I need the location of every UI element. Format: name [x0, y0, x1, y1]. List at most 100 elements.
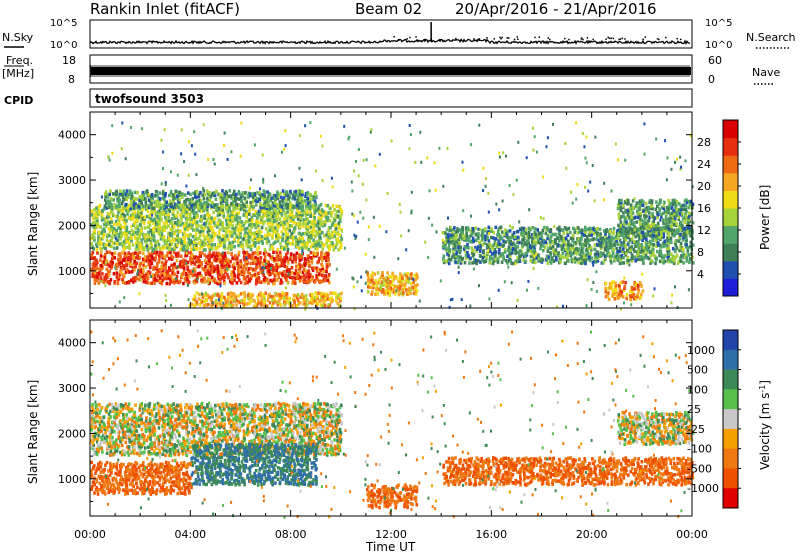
near-range-afternoon-cell — [389, 290, 392, 294]
evening-band-cell — [634, 259, 637, 263]
upper-band-cell — [202, 196, 206, 201]
mid-band-cell — [175, 237, 179, 241]
mid-band-cell — [174, 243, 178, 247]
evening-band-cell — [580, 261, 583, 265]
low-range-band-cell — [251, 254, 254, 259]
mid-band-cell — [128, 241, 131, 246]
evening-band-cell — [545, 254, 549, 258]
near-range-afternoon-cell — [372, 285, 375, 290]
low-range-band-cell — [155, 252, 158, 257]
upper-band-cell — [129, 201, 133, 206]
evening-band-cell — [447, 235, 450, 239]
evening-band-cell — [524, 231, 528, 236]
evening-band-cell — [552, 259, 556, 263]
evening-band-cell — [542, 248, 545, 253]
near-range-afternoon-cell — [382, 276, 386, 281]
mid-band-cell — [293, 229, 296, 233]
evening-band-cell — [629, 226, 632, 231]
low-range-band-cell — [254, 282, 258, 286]
mid-band-cell — [154, 240, 158, 245]
near-range-evening-cell — [613, 297, 617, 301]
upper-band-cell — [169, 204, 173, 209]
upper-band-cell — [121, 195, 125, 200]
nsearch-dot — [621, 37, 624, 40]
low-range-band-cell — [200, 261, 203, 265]
evening-band-cell — [476, 247, 479, 251]
mid-band-cell — [177, 205, 180, 210]
mid-band-cell — [133, 221, 137, 225]
evening-band-cell — [566, 249, 569, 253]
mid-band-cell — [251, 231, 254, 236]
evening-band-cell — [487, 239, 491, 243]
low-range-band-cell — [286, 250, 289, 255]
mid-band-cell — [118, 220, 121, 224]
near-range-afternoon-cell — [384, 282, 388, 287]
evening-band-cell — [532, 233, 536, 237]
evening-band-cell — [648, 250, 652, 254]
evening-band-cell — [531, 249, 535, 253]
near-range-afternoon-cell — [389, 275, 393, 279]
mid-band-cell — [312, 229, 315, 233]
mid-band-cell — [114, 235, 117, 239]
upper-band-cell — [228, 189, 231, 193]
low-range-band-cell — [91, 250, 95, 255]
evening-band-cell — [645, 247, 648, 251]
mid-band-cell — [246, 244, 249, 248]
low-range-band-cell — [180, 265, 183, 269]
evening-upper-cell — [673, 209, 676, 213]
low-range-band-cell — [221, 259, 225, 263]
evening-upper-cell — [638, 219, 642, 223]
mid-band-cell — [274, 226, 277, 230]
mid-band-cell — [130, 236, 133, 240]
evening-band-cell — [595, 237, 598, 241]
low-range-band-cell — [91, 269, 94, 274]
mid-band-cell — [200, 214, 203, 219]
near-range-afternoon-cell — [405, 288, 408, 292]
mid-band-cell — [258, 236, 262, 240]
upper-band-cell — [172, 205, 175, 210]
near-range-evening-cell — [629, 294, 632, 298]
evening-band-cell — [580, 254, 583, 259]
low-range-band-cell — [306, 261, 310, 266]
mid-band-cell — [108, 212, 111, 216]
mid-band-cell — [266, 211, 269, 215]
evening-band-cell — [514, 246, 518, 251]
low-range-band-cell — [271, 264, 274, 268]
evening-upper-cell — [648, 226, 651, 231]
upper-band-cell — [167, 203, 171, 207]
mid-band-cell — [125, 245, 129, 249]
evening-band-cell — [449, 237, 453, 241]
mid-band-cell — [299, 239, 302, 244]
mid-band-cell — [186, 217, 189, 222]
evening-band-cell — [454, 260, 458, 265]
evening-band-cell — [519, 249, 522, 253]
mid-band-cell — [198, 208, 201, 213]
mid-band-cell — [167, 212, 170, 217]
evening-band-cell — [471, 236, 475, 241]
evening-band-cell — [690, 252, 693, 256]
low-range-band-cell — [313, 280, 317, 284]
evening-band-cell — [524, 259, 527, 264]
low-range-band-cell — [210, 275, 214, 280]
mid-band-cell — [184, 227, 187, 231]
upper-band-cell — [115, 189, 118, 194]
mid-band-cell — [97, 208, 100, 213]
mid-band-cell — [132, 214, 135, 219]
evening-upper-cell — [617, 232, 621, 236]
mid-band-cell — [196, 237, 199, 241]
evening-band-cell — [448, 239, 451, 243]
evening-upper-cell — [617, 215, 621, 220]
near-range-afternoon-cell — [370, 292, 373, 296]
low-range-band-cell — [217, 279, 221, 284]
upper-band-cell — [158, 199, 161, 203]
mid-band-cell — [120, 214, 123, 218]
evening-band-cell — [543, 225, 546, 230]
mid-band-cell — [225, 222, 229, 226]
low-range-band-cell — [182, 268, 186, 273]
near-range-evening-cell — [616, 295, 619, 299]
upper-band-cell — [314, 194, 318, 199]
mid-band-cell — [283, 220, 286, 225]
mid-band-cell — [318, 209, 321, 213]
evening-upper-cell — [650, 203, 654, 207]
evening-band-cell — [589, 252, 592, 256]
